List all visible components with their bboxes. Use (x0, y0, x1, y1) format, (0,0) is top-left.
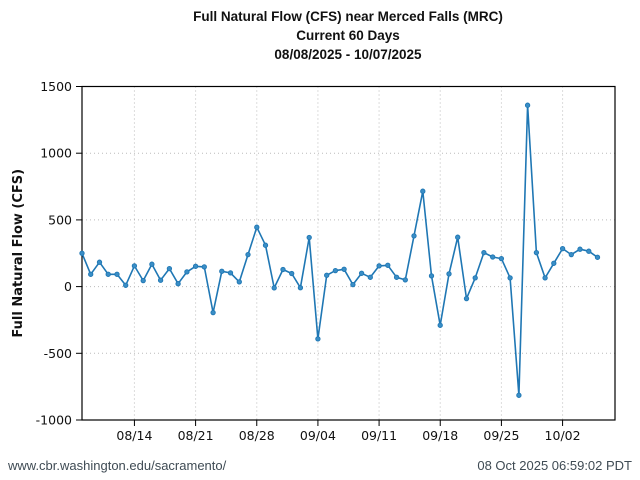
data-point (96, 259, 103, 265)
data-point (481, 249, 487, 256)
x-tick-label: 10/02 (545, 428, 581, 443)
data-point (524, 102, 531, 108)
data-point (498, 255, 505, 262)
data-point (463, 295, 470, 302)
x-tick-label: 09/25 (483, 428, 519, 443)
data-point (446, 271, 452, 277)
data-point (219, 268, 225, 274)
x-tick-label: 08/14 (116, 428, 152, 443)
y-tick-label: -500 (44, 346, 72, 361)
data-point (350, 281, 356, 288)
y-axis-title: Full Natural Flow (CFS) (11, 169, 26, 338)
data-point (586, 248, 592, 254)
data-point (236, 279, 242, 285)
data-point (332, 267, 339, 274)
x-tick-label: 08/28 (239, 428, 275, 443)
data-point (254, 224, 260, 230)
data-point (262, 242, 269, 248)
flow-line (81, 104, 598, 397)
y-tick-label: 500 (48, 212, 72, 227)
data-point (324, 272, 330, 278)
chart-date-range: 08/08/2025 - 10/07/2025 (274, 47, 422, 62)
data-point (149, 261, 155, 267)
data-point (533, 249, 540, 256)
data-point (420, 188, 426, 194)
data-point (341, 266, 347, 272)
footer: www.cbr.washington.edu/sacramento/ 08 Oc… (0, 452, 640, 480)
data-point (210, 309, 216, 316)
data-point (411, 233, 417, 239)
data-point (123, 282, 129, 288)
data-point (472, 275, 478, 281)
chart-title-block: Full Natural Flow (CFS) near Merced Fall… (56, 7, 640, 64)
data-point (559, 245, 566, 252)
y-tick-label: -1000 (36, 413, 72, 428)
chart-subtitle: Current 60 Days (296, 28, 400, 43)
data-point (271, 285, 277, 291)
data-point (227, 270, 234, 276)
footer-url-link[interactable]: www.cbr.washington.edu/sacramento/ (8, 458, 227, 473)
data-point (367, 274, 373, 280)
data-point (402, 277, 408, 283)
data-point (157, 277, 164, 283)
y-tick-label: 1500 (40, 79, 72, 94)
data-point (542, 275, 548, 281)
data-point (289, 270, 295, 277)
data-point (393, 274, 400, 280)
x-tick-label: 09/04 (300, 428, 336, 443)
data-point (79, 250, 85, 256)
y-tick-label: 1000 (40, 146, 72, 161)
footer-timestamp: 08 Oct 2025 06:59:02 PDT (477, 458, 632, 473)
data-point (184, 269, 190, 275)
data-point (166, 265, 173, 272)
data-point (577, 246, 583, 252)
data-point (358, 270, 365, 276)
data-point (568, 251, 574, 258)
data-point (490, 254, 496, 260)
data-point (140, 277, 146, 284)
data-point (428, 273, 435, 279)
data-point (385, 262, 391, 268)
chart-title: Full Natural Flow (CFS) near Merced Fall… (193, 9, 503, 24)
data-point (192, 263, 199, 269)
data-point (297, 285, 304, 291)
data-point (306, 234, 312, 241)
data-point (516, 392, 522, 398)
data-point (245, 251, 251, 258)
data-point (594, 254, 601, 260)
data-point (88, 271, 94, 277)
data-point (280, 266, 286, 273)
data-point (105, 271, 111, 277)
data-point (114, 271, 120, 277)
data-point (175, 281, 181, 287)
y-tick-label: 0 (64, 279, 72, 294)
data-point (437, 322, 443, 328)
data-point (551, 260, 557, 266)
data-point (201, 264, 207, 270)
data-point (455, 234, 461, 240)
x-tick-label: 09/18 (422, 428, 458, 443)
data-point (315, 336, 321, 342)
data-point (131, 263, 138, 269)
x-tick-label: 09/11 (361, 428, 397, 443)
x-tick-label: 08/21 (178, 428, 214, 443)
data-point (376, 263, 382, 269)
data-point (507, 275, 513, 281)
